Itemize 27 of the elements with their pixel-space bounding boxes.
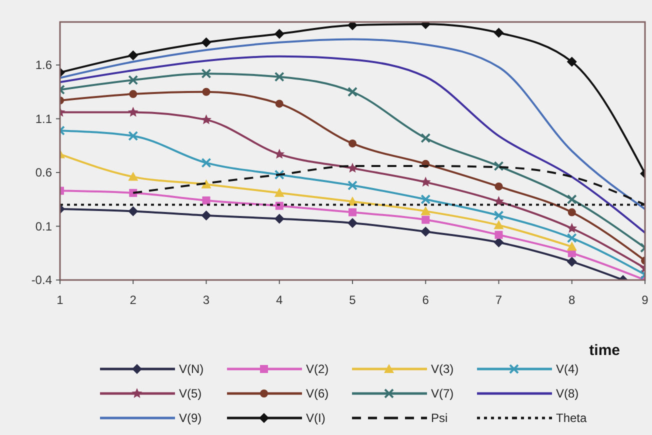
legend-label: V(2) [306, 362, 329, 376]
legend-label: V(3) [431, 362, 454, 376]
x-tick-label: 9 [642, 293, 649, 307]
x-tick-label: 4 [276, 293, 284, 307]
legend-label: V(I) [306, 411, 326, 426]
y-tick-label: 0.6 [35, 166, 52, 180]
y-tick-label: 1.1 [35, 112, 52, 126]
x-axis-title: time [589, 342, 620, 359]
legend-label: Theta [556, 411, 588, 426]
legend-label: V(5) [179, 386, 202, 401]
legend-label: V(8) [556, 386, 579, 401]
legend-label: V(7) [431, 386, 454, 401]
x-tick-label: 6 [422, 293, 430, 307]
x-tick-label: 7 [495, 293, 502, 307]
x-tick-label: 1 [56, 293, 64, 307]
y-tick-label: 0.1 [35, 219, 52, 234]
legend-label: Psi [431, 411, 448, 426]
legend-label: V(6) [306, 386, 329, 401]
legend-label: V(N) [179, 362, 204, 376]
legend-label: V(4) [556, 362, 579, 376]
x-tick-label: 8 [568, 293, 576, 307]
x-tick-label: 2 [130, 293, 137, 307]
legend-label: V(9) [179, 411, 202, 426]
y-tick-label: 1.6 [35, 58, 52, 72]
y-tick-label: -0.4 [31, 273, 52, 288]
x-tick-label: 3 [202, 293, 210, 307]
x-tick-label: 5 [349, 293, 356, 307]
